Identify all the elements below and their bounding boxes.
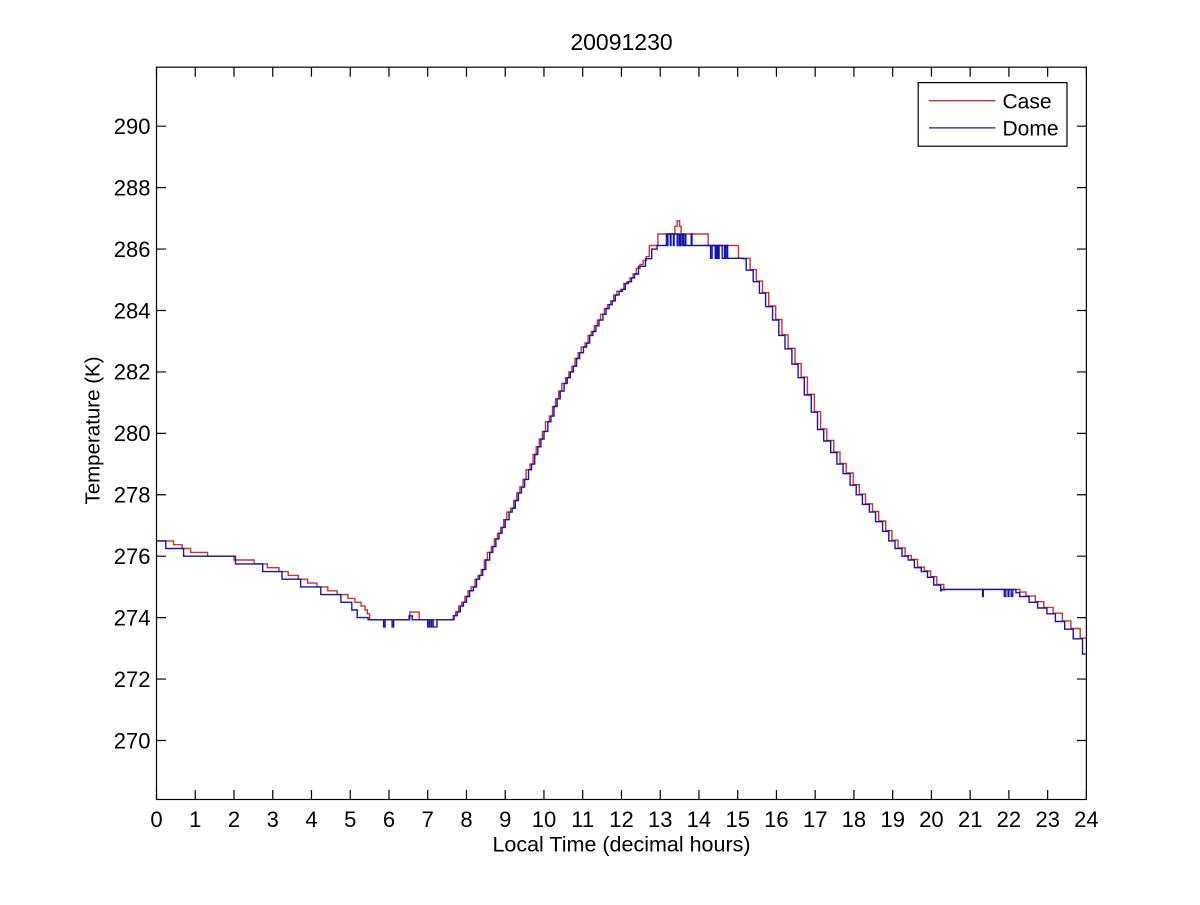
svg-text:17: 17 (803, 807, 827, 832)
svg-text:278: 278 (114, 483, 151, 508)
svg-text:1: 1 (189, 807, 201, 832)
svg-text:15: 15 (725, 807, 749, 832)
svg-text:23: 23 (1035, 807, 1059, 832)
svg-text:20: 20 (919, 807, 943, 832)
svg-text:16: 16 (764, 807, 788, 832)
svg-text:3: 3 (267, 807, 279, 832)
svg-text:272: 272 (114, 667, 151, 692)
svg-text:14: 14 (687, 807, 711, 832)
svg-text:6: 6 (383, 807, 395, 832)
svg-text:Dome: Dome (1003, 118, 1059, 141)
svg-text:286: 286 (114, 237, 151, 262)
svg-text:12: 12 (609, 807, 633, 832)
svg-text:Local Time (decimal hours): Local Time (decimal hours) (492, 833, 750, 857)
svg-text:270: 270 (114, 728, 151, 753)
svg-text:280: 280 (114, 421, 151, 446)
svg-text:9: 9 (499, 807, 511, 832)
svg-text:288: 288 (114, 175, 151, 200)
svg-text:2: 2 (228, 807, 240, 832)
svg-text:276: 276 (114, 544, 151, 569)
svg-text:21: 21 (958, 807, 982, 832)
svg-text:8: 8 (460, 807, 472, 832)
svg-text:24: 24 (1074, 807, 1098, 832)
svg-text:22: 22 (997, 807, 1021, 832)
svg-text:13: 13 (648, 807, 672, 832)
svg-text:5: 5 (344, 807, 356, 832)
svg-text:20091230: 20091230 (570, 29, 672, 55)
svg-text:4: 4 (305, 807, 317, 832)
svg-text:0: 0 (150, 807, 162, 832)
svg-text:274: 274 (114, 605, 151, 630)
svg-text:Case: Case (1003, 90, 1052, 113)
svg-text:11: 11 (571, 807, 594, 832)
svg-text:282: 282 (114, 360, 151, 385)
svg-text:10: 10 (532, 807, 556, 832)
svg-text:18: 18 (842, 807, 866, 832)
svg-text:290: 290 (114, 114, 151, 139)
svg-text:19: 19 (880, 807, 904, 832)
svg-text:7: 7 (422, 807, 434, 832)
svg-text:Temperature (K): Temperature (K) (82, 356, 105, 504)
svg-text:284: 284 (114, 298, 151, 323)
